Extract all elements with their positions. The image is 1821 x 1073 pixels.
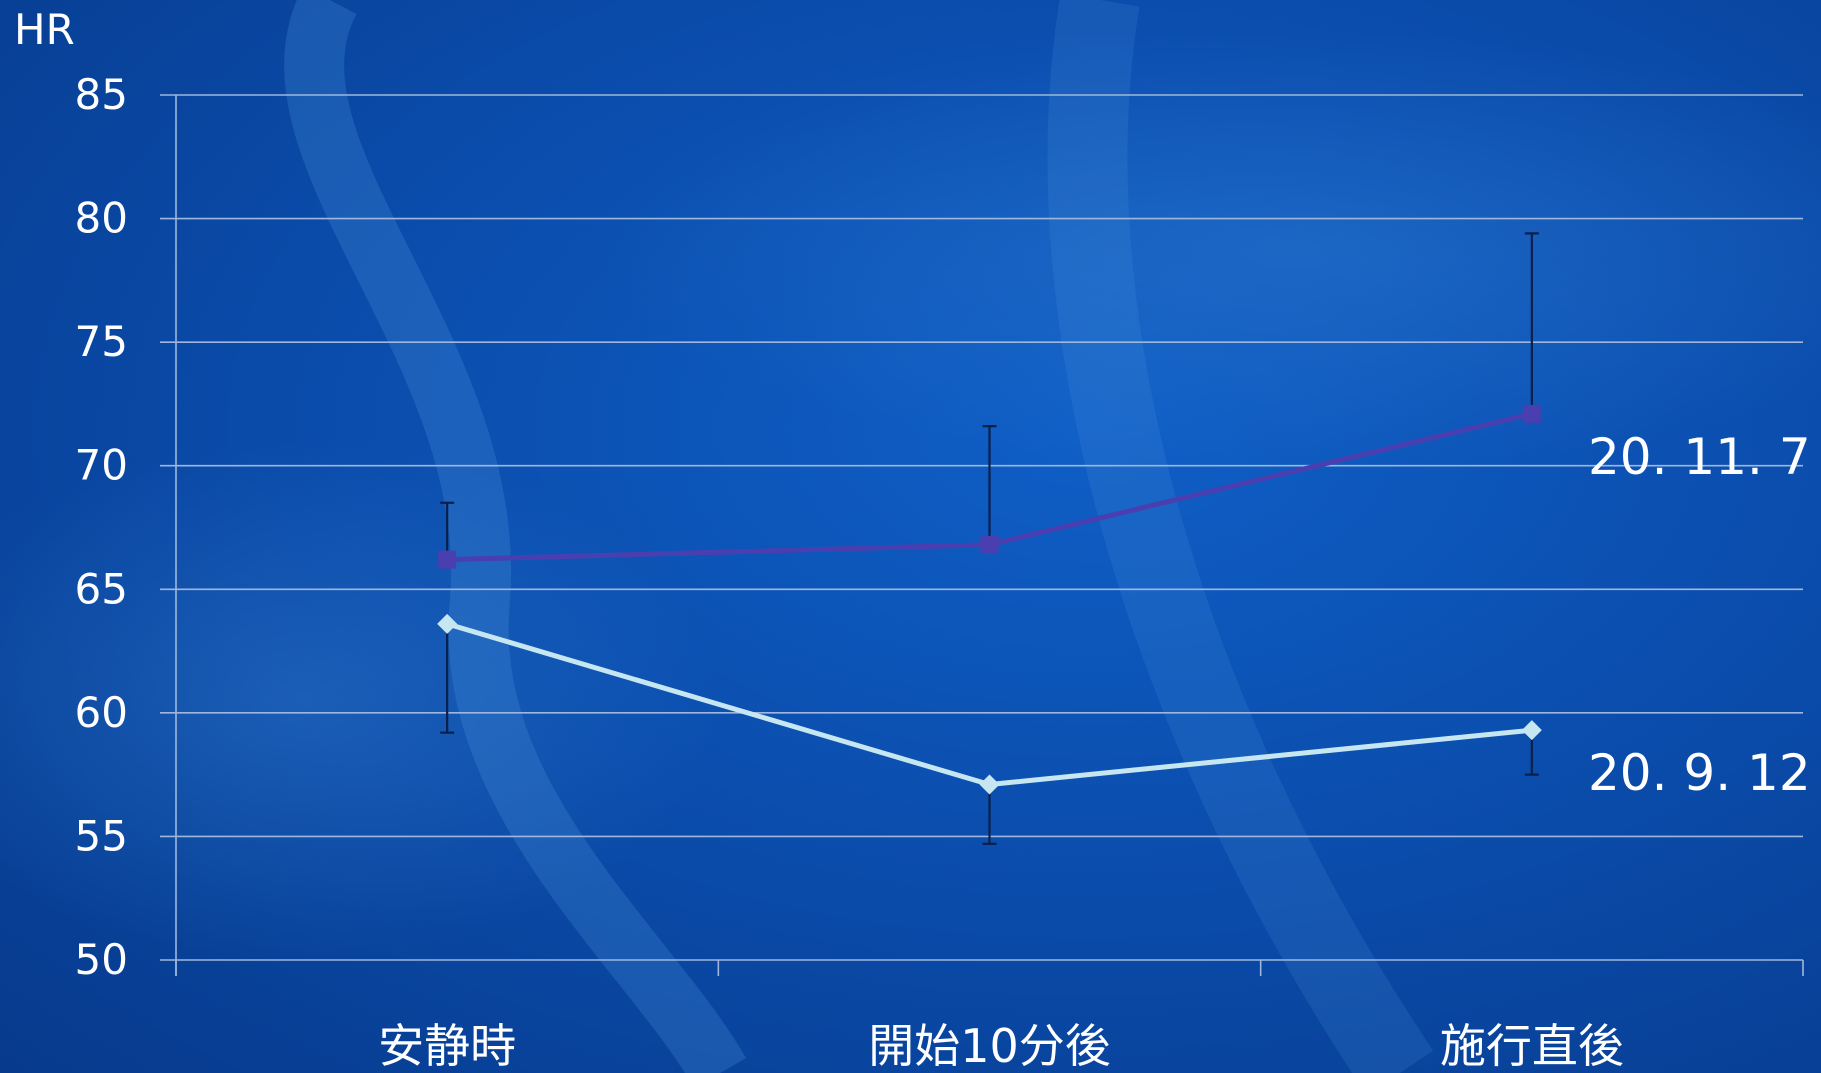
y-tick-label: 50 bbox=[75, 935, 128, 984]
y-tick-label: 80 bbox=[75, 194, 128, 243]
x-tick-labels: 安静時 開始10分後 施行直後 bbox=[378, 1019, 1624, 1073]
x-tick-label: 開始10分後 bbox=[868, 1019, 1111, 1073]
data-point bbox=[437, 613, 458, 634]
y-tick-label: 75 bbox=[75, 317, 128, 366]
x-tick-label: 安静時 bbox=[378, 1019, 516, 1073]
y-tick-label: 65 bbox=[75, 564, 128, 613]
y-tick-label: 60 bbox=[75, 688, 128, 737]
series-label: 20. 11. 7 bbox=[1588, 428, 1811, 486]
y-axis-title: HR bbox=[14, 5, 75, 54]
data-point bbox=[1522, 404, 1541, 423]
y-tick-label: 55 bbox=[75, 811, 128, 860]
x-axis bbox=[175, 95, 1804, 976]
data-point bbox=[1521, 720, 1542, 741]
data-point bbox=[979, 774, 1000, 795]
series-1 bbox=[438, 232, 1541, 569]
series-label: 20. 9. 12 bbox=[1588, 744, 1811, 802]
y-tick-labels: 50 55 60 65 70 75 80 85 bbox=[75, 70, 128, 984]
series-labels: 20. 11. 7 20. 9. 12 bbox=[1588, 428, 1811, 802]
data-point bbox=[980, 535, 999, 554]
series bbox=[437, 232, 1542, 845]
gridlines bbox=[160, 94, 1803, 961]
x-tick-label: 施行直後 bbox=[1440, 1019, 1624, 1073]
y-tick-label: 85 bbox=[75, 70, 128, 119]
series-2 bbox=[437, 613, 1542, 845]
data-point bbox=[438, 550, 457, 569]
y-tick-label: 70 bbox=[75, 441, 128, 490]
